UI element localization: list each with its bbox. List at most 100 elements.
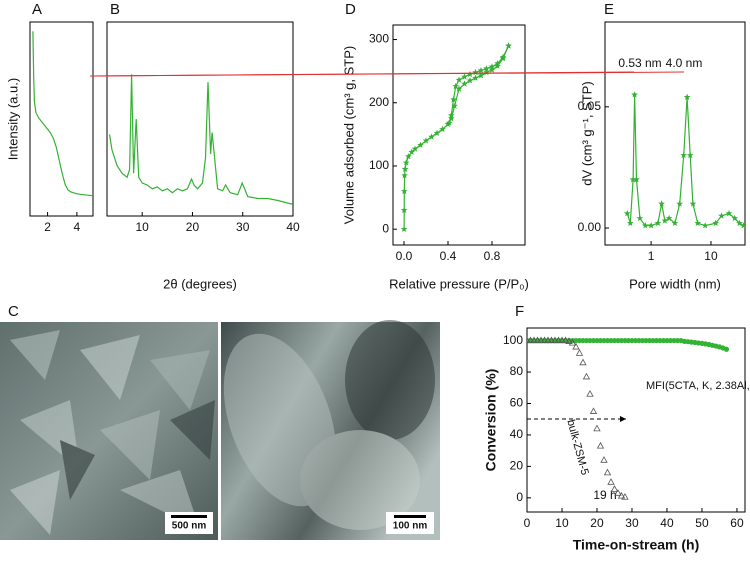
marker bbox=[477, 67, 485, 74]
annotation: 4.0 nm bbox=[666, 56, 703, 70]
y-tick-label: 40 bbox=[510, 427, 524, 441]
marker bbox=[623, 210, 631, 217]
y-tick-label: 200 bbox=[369, 95, 389, 109]
marker bbox=[600, 456, 608, 463]
marker bbox=[568, 338, 577, 346]
y-axis-label: Conversion (%) bbox=[483, 369, 499, 472]
x-axis-label: 2θ (degrees) bbox=[163, 276, 237, 291]
panel-label: A bbox=[32, 1, 42, 18]
scale-bar: 500 nm bbox=[165, 512, 213, 534]
marker bbox=[596, 441, 605, 449]
marker bbox=[636, 214, 644, 222]
x-tick-label: 20 bbox=[590, 516, 604, 530]
marker bbox=[718, 212, 725, 219]
marker bbox=[483, 68, 490, 76]
marker bbox=[483, 65, 490, 72]
marker bbox=[527, 336, 535, 344]
marker bbox=[582, 372, 591, 380]
panel-label: D bbox=[345, 1, 356, 18]
series-label: bulk-ZSM-5 bbox=[564, 418, 590, 476]
marker bbox=[499, 53, 507, 61]
x-tick-label: 30 bbox=[625, 516, 639, 530]
marker bbox=[731, 214, 739, 222]
marker bbox=[661, 217, 669, 224]
marker bbox=[455, 76, 463, 83]
marker bbox=[671, 219, 679, 226]
axes-frame bbox=[29, 21, 94, 217]
x-axis-label: Relative pressure (P/P₀) bbox=[389, 276, 529, 291]
marker bbox=[575, 349, 584, 356]
marker bbox=[723, 346, 730, 352]
sem-texture bbox=[10, 330, 215, 535]
marker bbox=[683, 93, 691, 100]
x-tick-label: 60 bbox=[730, 516, 744, 530]
marker bbox=[654, 219, 662, 226]
annotation: 19 h bbox=[593, 488, 616, 502]
plot-area bbox=[400, 42, 512, 232]
marker bbox=[472, 74, 479, 81]
marker bbox=[488, 63, 496, 70]
marker bbox=[451, 102, 458, 109]
y-tick-label: 0 bbox=[516, 490, 523, 504]
series-line bbox=[108, 74, 293, 205]
annotation: 0.53 nm bbox=[618, 56, 661, 70]
marker bbox=[455, 85, 463, 92]
y-tick-label: 100 bbox=[369, 158, 389, 172]
marker bbox=[544, 336, 552, 344]
sem-panel: 500 nm 100 nm C bbox=[0, 303, 440, 540]
y-tick-label: 60 bbox=[510, 396, 524, 410]
marker bbox=[461, 73, 468, 80]
marker bbox=[400, 225, 408, 232]
x-tick-label: 0.4 bbox=[440, 249, 457, 263]
x-axis-label: Pore width (nm) bbox=[629, 276, 721, 291]
y-axis-label: Intensity (a.u.) bbox=[5, 78, 20, 160]
marker bbox=[439, 125, 446, 133]
plot-area bbox=[108, 74, 293, 205]
marker bbox=[631, 91, 638, 98]
marker bbox=[680, 151, 687, 159]
marker bbox=[658, 200, 665, 207]
marker bbox=[401, 172, 408, 179]
marker bbox=[540, 336, 549, 344]
series-label: MFI(5CTA, K, 2.38Al, seed) bbox=[646, 380, 750, 392]
marker bbox=[565, 337, 573, 344]
marker bbox=[627, 219, 634, 226]
marker bbox=[477, 72, 485, 79]
series-line bbox=[626, 94, 744, 227]
x-tick-label: 0 bbox=[524, 516, 531, 530]
marker bbox=[401, 187, 408, 195]
plot-area bbox=[32, 31, 93, 197]
marker bbox=[589, 407, 598, 414]
x-tick-label: 40 bbox=[660, 516, 674, 530]
marker bbox=[689, 200, 697, 207]
scale-bar: 100 nm bbox=[386, 512, 434, 534]
marker bbox=[610, 485, 619, 492]
y-tick-label: 0.05 bbox=[578, 99, 602, 113]
marker bbox=[579, 358, 587, 366]
chart-panel: 0.0 0.4 0.8 0 100 200 300 Relative pressure (P/… bbox=[341, 1, 528, 291]
marker bbox=[586, 390, 594, 397]
marker bbox=[740, 222, 745, 229]
y-tick-label: 20 bbox=[510, 459, 524, 473]
marker bbox=[633, 176, 640, 183]
x-tick-label: 10 bbox=[555, 516, 569, 530]
marker bbox=[617, 491, 626, 499]
marker bbox=[558, 336, 566, 344]
marker bbox=[405, 153, 412, 160]
marker bbox=[614, 489, 622, 496]
annotation-leader bbox=[93, 71, 685, 77]
marker bbox=[448, 115, 455, 122]
y-tick-label: 300 bbox=[369, 32, 389, 46]
marker bbox=[445, 119, 453, 126]
x-tick-label: 1 bbox=[648, 249, 655, 263]
x-tick-label: 4 bbox=[74, 220, 81, 234]
marker bbox=[461, 80, 468, 87]
chart-panel: 2 4 Intensity (a.u.) A bbox=[5, 1, 94, 234]
marker bbox=[433, 129, 441, 136]
y-tick-label: 80 bbox=[510, 364, 524, 378]
marker bbox=[472, 68, 479, 76]
series-line bbox=[32, 31, 93, 197]
panel-label: C bbox=[8, 303, 19, 320]
marker bbox=[466, 77, 474, 84]
